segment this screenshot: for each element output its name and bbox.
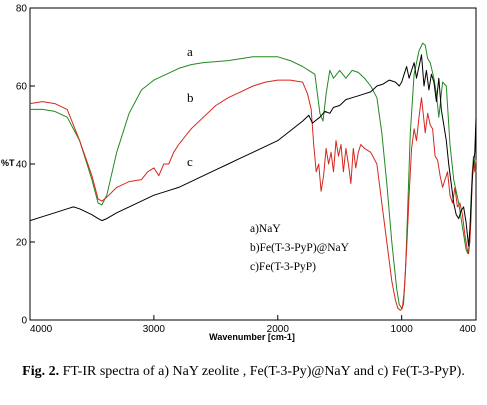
y-tick-label: 80 [16, 4, 28, 15]
y-tick-label: 40 [16, 160, 28, 171]
y-tick-label: 0 [21, 316, 27, 327]
x-tick-label: 2000 [267, 324, 290, 335]
legend-entry-b: b)Fe(T-3-PyP)@NaY [250, 242, 350, 254]
x-tick-label: 1000 [391, 324, 414, 335]
y-axis-title: %T [1, 158, 15, 168]
y-tick-label: 60 [16, 82, 28, 93]
series-c-line [29, 54, 477, 247]
legend-entry-a: a)NaY [250, 223, 281, 235]
series-layer [29, 42, 477, 311]
x-tick-label: 400 [459, 324, 476, 335]
ftir-chart: 0 20 40 60 80 4000 3000 2000 1000 400 %T Wavenumb… [1, 4, 477, 342]
x-tick-label: 4000 [30, 324, 53, 335]
series-b-line [29, 79, 477, 311]
x-axis-title: Wavenumber [cm-1] [209, 332, 295, 342]
legend-entry-c: c)Fe(T-3-PyP) [250, 261, 316, 273]
curve-label-a: a [187, 44, 193, 59]
x-tick-label: 3000 [143, 324, 166, 335]
curve-label-c: c [187, 154, 193, 169]
figure-label: Fig. 2. [22, 364, 60, 379]
curve-label-b: b [187, 90, 194, 105]
figure-caption: Fig. 2. FT-IR spectra of a) NaY zeolite … [0, 363, 487, 380]
tick-layer: 0 20 40 60 80 4000 3000 2000 1000 400 [16, 4, 477, 335]
caption-text: FT-IR spectra of a) NaY zeolite , Fe(T-3… [59, 364, 465, 379]
y-tick-label: 20 [16, 238, 28, 249]
series-a-line [30, 42, 477, 309]
